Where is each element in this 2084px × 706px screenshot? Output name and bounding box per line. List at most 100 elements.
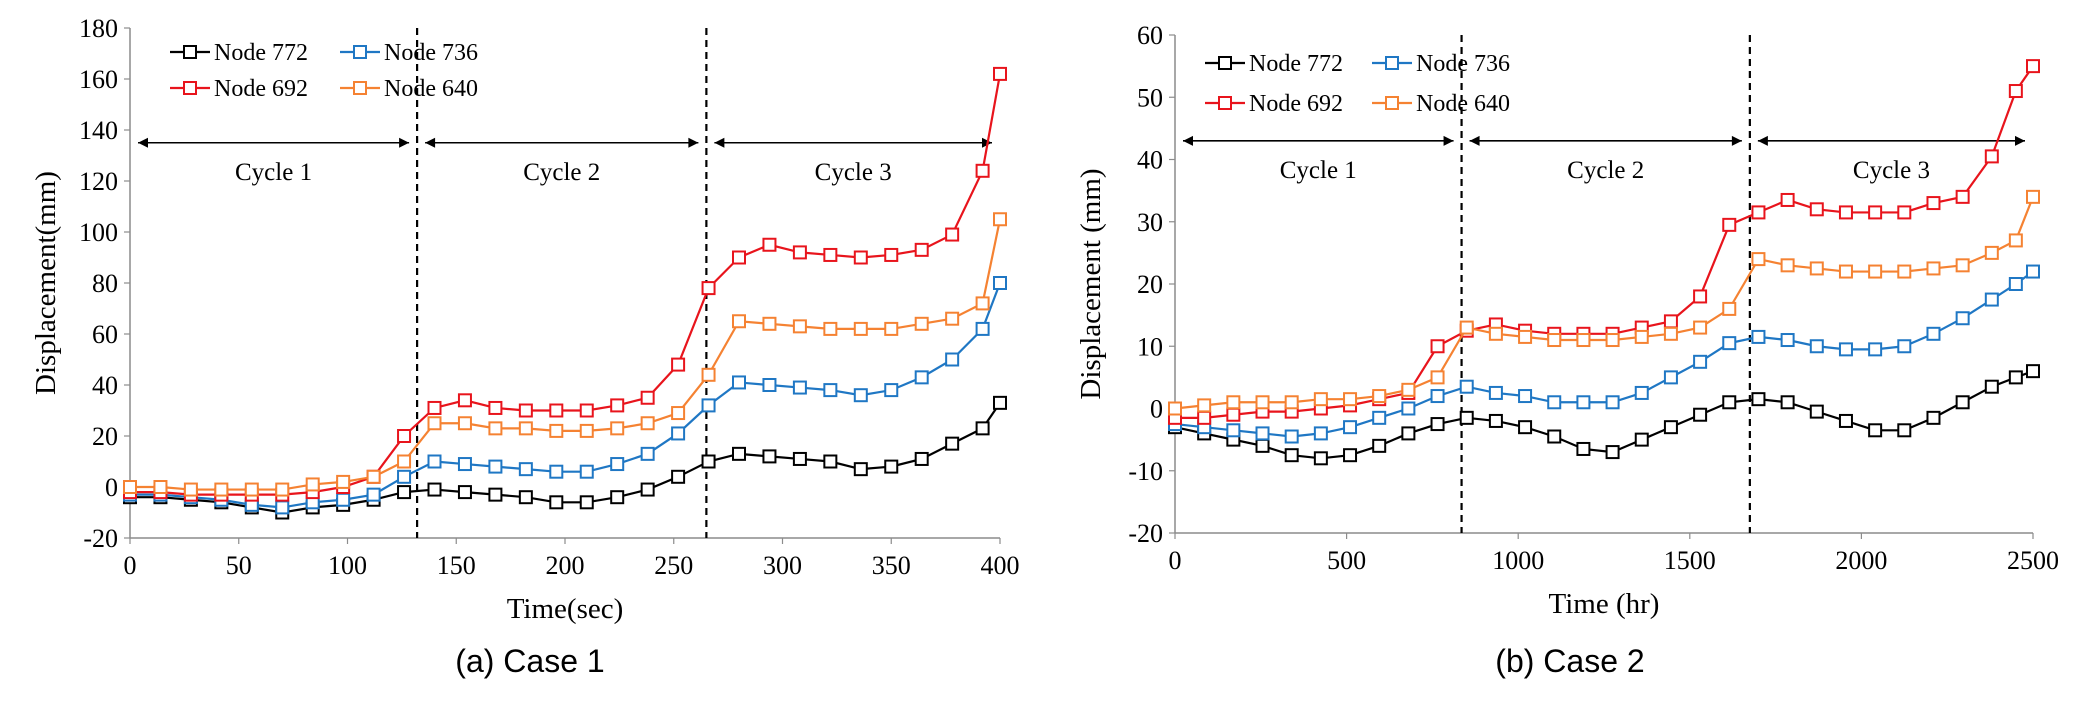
c1-ytick-label: 40 bbox=[92, 371, 118, 400]
c1-data-point bbox=[397, 469, 412, 484]
c1-data-point bbox=[275, 500, 290, 515]
c1-data-point bbox=[488, 487, 503, 502]
c1-data-point bbox=[671, 426, 686, 441]
c1-caption: (a) Case 1 bbox=[455, 643, 604, 679]
c1-data-point bbox=[914, 451, 929, 466]
c1-data-point bbox=[792, 245, 807, 260]
c1-ytick-label: 20 bbox=[92, 422, 118, 451]
c2-data-point bbox=[1955, 258, 1970, 273]
c1-ytick-label: 180 bbox=[79, 14, 118, 43]
c1-xtick-label: 350 bbox=[872, 551, 911, 580]
c2-data-point bbox=[1984, 292, 1999, 307]
c1-xtick-label: 400 bbox=[981, 551, 1020, 580]
c1-data-point bbox=[640, 482, 655, 497]
c1-data-point bbox=[701, 454, 716, 469]
c2-data-point bbox=[1430, 370, 1445, 385]
c1-data-point bbox=[823, 247, 838, 262]
c1-data-point bbox=[993, 276, 1007, 290]
c2-data-point bbox=[1488, 413, 1503, 428]
c2-data-point bbox=[2008, 370, 2023, 385]
c2-arrow-head-right bbox=[2015, 135, 2025, 146]
c1-xtick-label: 200 bbox=[546, 551, 585, 580]
c2-data-point bbox=[1868, 264, 1883, 279]
c1-xtick-label: 100 bbox=[328, 551, 367, 580]
c2-data-point bbox=[1284, 395, 1299, 410]
c1-data-point bbox=[823, 454, 838, 469]
c1-data-point bbox=[579, 495, 594, 510]
c1-data-point bbox=[488, 459, 503, 474]
c1-data-point bbox=[762, 378, 777, 392]
c1-data-point bbox=[732, 446, 746, 461]
c1-arrow-head-left bbox=[138, 137, 148, 148]
c1-data-point bbox=[884, 459, 899, 474]
c2-data-point bbox=[1488, 326, 1503, 341]
c1-data-point bbox=[640, 416, 655, 431]
c2-data-point bbox=[1459, 379, 1474, 394]
c1-data-point bbox=[640, 390, 655, 405]
c2-data-point bbox=[1780, 395, 1795, 410]
c2-data-point bbox=[1926, 196, 1941, 211]
c2-cycle-label: Cycle 3 bbox=[1853, 157, 1930, 184]
c1-data-point bbox=[914, 242, 929, 257]
c1-data-point bbox=[732, 250, 746, 265]
c2-series-line bbox=[1175, 65, 2034, 419]
c1-data-point bbox=[945, 311, 960, 326]
c2-data-point bbox=[1955, 189, 1970, 204]
c1-data-point bbox=[305, 477, 320, 492]
c1-data-point bbox=[853, 388, 868, 403]
c1-data-point bbox=[884, 321, 899, 336]
c2-data-point bbox=[1809, 404, 1824, 419]
c1-data-point bbox=[518, 462, 533, 477]
c1-data-point bbox=[336, 492, 351, 507]
c2-data-point bbox=[1693, 354, 1708, 369]
c1-xtick-label: 250 bbox=[654, 551, 693, 580]
c2-data-point bbox=[1838, 205, 1853, 220]
c1-data-point bbox=[549, 495, 564, 510]
c2-data-point bbox=[1984, 245, 1999, 260]
c1-data-point bbox=[427, 400, 442, 415]
c1-data-point bbox=[366, 487, 381, 502]
c2-data-point bbox=[1926, 326, 1941, 341]
c1-cycle-label: Cycle 3 bbox=[815, 159, 892, 186]
c2-data-point bbox=[1459, 320, 1474, 335]
c1-data-point bbox=[397, 454, 412, 469]
c1-data-point bbox=[549, 403, 564, 418]
c1-data-point bbox=[792, 380, 807, 395]
c2-data-point bbox=[1868, 423, 1883, 438]
c2-data-point bbox=[1838, 264, 1853, 279]
c1-arrow-head-right bbox=[688, 137, 699, 148]
c2-data-point bbox=[1313, 426, 1328, 441]
c2-data-point bbox=[1838, 342, 1853, 357]
c1-data-point bbox=[823, 321, 838, 336]
c1-xtick-label: 0 bbox=[124, 551, 137, 580]
c2-data-point bbox=[1343, 392, 1358, 407]
c2-arrow-head-right bbox=[1731, 135, 1742, 146]
c2-data-point bbox=[1372, 410, 1387, 425]
c2-ytick-label: 40 bbox=[1137, 146, 1163, 175]
c2-data-point bbox=[1255, 395, 1270, 410]
c1-data-point bbox=[214, 482, 229, 497]
c2-series-line bbox=[1174, 270, 2034, 438]
c1-arrow-head-right bbox=[399, 137, 410, 148]
c2-data-point bbox=[1401, 382, 1416, 397]
c1-data-point bbox=[123, 480, 137, 494]
c1-data-point bbox=[610, 490, 625, 505]
c1-legend-marker bbox=[353, 81, 367, 95]
c1-data-point bbox=[823, 383, 838, 398]
c2-data-point bbox=[1226, 423, 1241, 438]
c2-data-point bbox=[1663, 420, 1678, 435]
c1-legend-label: Node 692 bbox=[214, 76, 308, 102]
c2-data-point bbox=[1313, 392, 1328, 407]
c2-data-point bbox=[1722, 395, 1737, 410]
c2-xtick-label: 1500 bbox=[1664, 546, 1716, 575]
c2-ytick-label: 0 bbox=[1150, 395, 1163, 424]
c2-ytick-label: 30 bbox=[1137, 208, 1163, 237]
c1-data-point bbox=[397, 485, 412, 500]
c1-data-point bbox=[853, 462, 868, 477]
c2-arrow-head-left bbox=[1183, 135, 1193, 146]
c2-data-point bbox=[1897, 339, 1912, 354]
c1-y-axis-label: Displacement(mm) bbox=[30, 171, 62, 395]
c2-data-point bbox=[2008, 277, 2023, 291]
c2-data-point bbox=[1663, 314, 1678, 329]
